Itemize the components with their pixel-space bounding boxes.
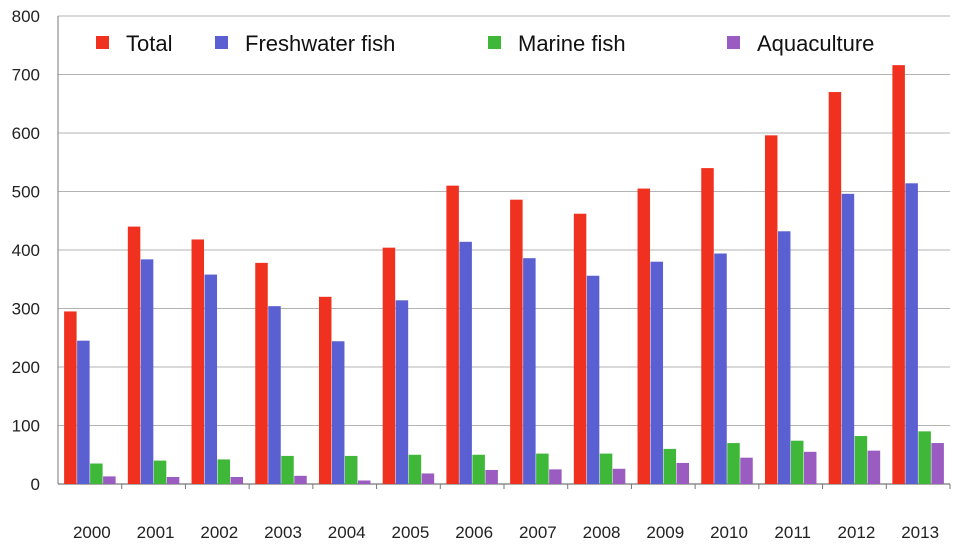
bar-aquaculture	[931, 443, 944, 484]
bar-aquaculture	[803, 451, 817, 484]
x-tick-label: 2002	[200, 523, 238, 542]
legend-swatch	[488, 36, 501, 49]
bar-freshwater-fish	[459, 241, 472, 484]
bar-aquaculture	[549, 469, 562, 484]
x-tick-label: 2005	[392, 523, 430, 542]
y-tick-label: 600	[12, 124, 40, 143]
bar-total	[573, 213, 587, 485]
bar-marine-fish	[727, 443, 740, 484]
bar-total	[828, 92, 842, 485]
bar-marine-fish	[408, 454, 422, 484]
bar-marine-fish	[344, 455, 358, 484]
bar-total	[637, 188, 651, 484]
bar-marine-fish	[472, 454, 485, 484]
bar-marine-fish	[153, 460, 167, 484]
bar-freshwater-fish	[268, 306, 281, 484]
x-tick-label: 2013	[901, 523, 939, 542]
bar-freshwater-fish	[395, 300, 409, 484]
bar-aquaculture	[357, 480, 371, 484]
bar-marine-fish	[663, 448, 677, 484]
legend-swatch	[727, 36, 740, 49]
legend-item-total: Total	[96, 31, 172, 56]
bar-total	[446, 185, 459, 484]
bar-aquaculture	[740, 457, 753, 484]
bar-marine-fish	[790, 440, 804, 484]
legend: Total Freshwater fish Marine fish Aquacultu…	[96, 31, 874, 56]
bar-total	[191, 239, 205, 484]
bar-marine-fish	[217, 459, 231, 484]
bar-freshwater-fish	[841, 193, 855, 484]
bar-freshwater-fish	[586, 275, 600, 484]
x-tick-label: 2009	[646, 523, 684, 542]
x-axis: 2000 2001 2002 2003 2004 2005 2006 2007 2008 2009…	[73, 484, 951, 542]
x-tick-label: 2012	[838, 523, 876, 542]
bar-total	[764, 135, 778, 484]
bar-freshwater-fish	[204, 274, 218, 484]
bar-aquaculture	[166, 476, 180, 484]
bar-total	[701, 168, 714, 484]
bar-aquaculture	[103, 476, 116, 484]
y-tick-label: 100	[12, 417, 40, 436]
bar-freshwater-fish	[650, 261, 664, 484]
x-tick-label: 2000	[73, 523, 111, 542]
legend-label: Freshwater fish	[245, 31, 395, 56]
bar-total	[64, 311, 77, 484]
bar-aquaculture	[421, 473, 435, 484]
legend-item-marine-fish: Marine fish	[488, 31, 626, 56]
bar-freshwater-fish	[777, 231, 791, 484]
bar-aquaculture	[230, 476, 244, 484]
bar-aquaculture	[867, 450, 881, 484]
bar-marine-fish	[281, 455, 294, 484]
bar-marine-fish	[536, 453, 549, 484]
bar-total	[892, 65, 905, 484]
bar-freshwater-fish	[331, 341, 345, 484]
bar-total	[510, 199, 523, 484]
bar-aquaculture	[485, 469, 498, 484]
y-axis: 0 100 200 300 400 500 600 700 800	[12, 7, 59, 494]
bar-freshwater-fish	[77, 340, 90, 484]
bar-freshwater-fish	[523, 258, 536, 484]
legend-item-aquaculture: Aquaculture	[727, 31, 874, 56]
bar-total	[318, 296, 332, 484]
x-tick-label: 2011	[774, 523, 811, 542]
bar-aquaculture	[612, 468, 626, 484]
y-tick-label: 200	[12, 358, 40, 377]
legend-swatch	[96, 36, 109, 49]
legend-item-freshwater-fish: Freshwater fish	[215, 31, 395, 56]
x-tick-label: 2003	[264, 523, 302, 542]
legend-label: Aquaculture	[757, 31, 874, 56]
bar-total	[127, 226, 141, 484]
bar-freshwater-fish	[714, 253, 727, 484]
y-tick-label: 800	[12, 7, 40, 26]
legend-label: Total	[126, 31, 172, 56]
x-tick-label: 2001	[137, 523, 175, 542]
bar-total	[255, 262, 268, 484]
legend-label: Marine fish	[518, 31, 626, 56]
y-tick-label: 700	[12, 66, 40, 85]
x-tick-label: 2010	[710, 523, 748, 542]
bar-marine-fish	[90, 463, 103, 484]
bar-total	[382, 247, 396, 484]
y-tick-label: 400	[12, 241, 40, 260]
y-tick-label: 500	[12, 183, 40, 202]
y-tick-label: 0	[31, 475, 40, 494]
bar-aquaculture	[294, 475, 307, 484]
x-tick-label: 2008	[583, 523, 621, 542]
bars	[64, 65, 944, 485]
bar-freshwater-fish	[140, 259, 154, 484]
x-tick-label: 2006	[455, 523, 493, 542]
bar-marine-fish	[854, 436, 868, 484]
legend-swatch	[215, 36, 228, 49]
x-tick-label: 2004	[328, 523, 366, 542]
x-tick-label: 2007	[519, 523, 557, 542]
bar-marine-fish	[599, 453, 613, 484]
bar-aquaculture	[676, 462, 690, 484]
bar-marine-fish	[918, 431, 931, 484]
y-tick-label: 300	[12, 300, 40, 319]
bar-freshwater-fish	[905, 183, 918, 484]
